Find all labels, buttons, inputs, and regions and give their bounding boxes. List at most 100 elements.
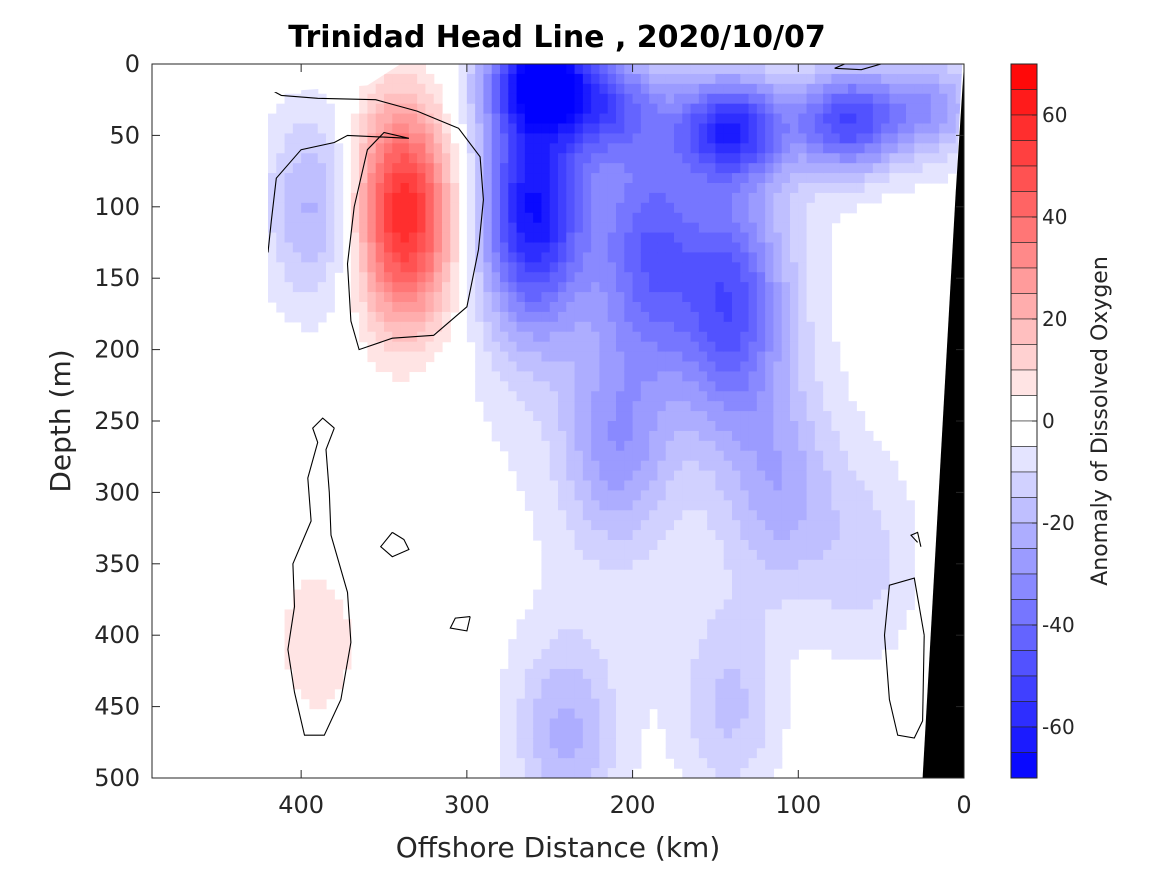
field-cell [814, 530, 824, 541]
field-cell [715, 302, 725, 313]
field-cell [549, 609, 559, 620]
field-cell [334, 202, 344, 214]
field-cell [839, 599, 849, 611]
field-cell [624, 242, 634, 254]
field-cell [665, 183, 675, 194]
field-cell [806, 252, 816, 263]
field-cell [599, 232, 609, 244]
field-cell [723, 530, 733, 541]
field-cell [558, 331, 567, 343]
field-cell [906, 569, 915, 581]
field-cell [384, 311, 393, 323]
field-cell [500, 678, 509, 690]
field-cell [814, 262, 824, 273]
field-cell [558, 609, 567, 620]
colorbar-swatch [1010, 650, 1038, 677]
field-cell [798, 411, 808, 422]
field-cell [566, 133, 576, 144]
field-cell [640, 282, 650, 293]
field-cell [723, 480, 733, 492]
field-cell [740, 440, 750, 452]
field-cell [732, 678, 741, 690]
field-cell [798, 222, 808, 234]
field-cell [765, 262, 775, 273]
field-cell [889, 73, 899, 85]
field-cell [773, 113, 783, 125]
field-cell [367, 133, 377, 144]
field-cell [690, 718, 700, 730]
field-cell [823, 123, 833, 135]
field-cell [649, 341, 659, 353]
field-cell [690, 242, 700, 254]
field-cell [732, 649, 741, 660]
field-cell [574, 183, 584, 194]
field-cell [740, 530, 750, 541]
field-cell [657, 500, 667, 511]
field-cell [607, 282, 617, 293]
field-cell [657, 252, 667, 263]
field-cell [922, 113, 932, 125]
field-cell [582, 64, 592, 75]
field-cell [790, 589, 799, 601]
field-cell [500, 371, 509, 382]
field-cell [392, 232, 402, 244]
field-cell [558, 311, 567, 323]
field-cell [292, 232, 302, 244]
field-cell [334, 252, 344, 263]
field-cell [508, 133, 518, 144]
field-cell [541, 589, 551, 601]
field-cell [690, 659, 700, 670]
field-cell [599, 282, 609, 293]
field-cell [599, 73, 609, 85]
field-cell [408, 103, 418, 115]
field-cell [748, 272, 758, 283]
zero-contour-lines [268, 64, 925, 739]
field-cell [549, 629, 559, 640]
field-cell [400, 302, 410, 313]
field-cell [781, 668, 791, 680]
field-cell [657, 510, 667, 521]
field-cell [458, 103, 468, 115]
field-cell [301, 688, 311, 700]
field-cell [839, 520, 849, 531]
field-cell [549, 321, 559, 333]
field-cell [649, 549, 659, 561]
field-cell [591, 331, 601, 343]
field-cell [640, 569, 650, 581]
field-cell [607, 559, 617, 571]
field-cell [607, 153, 617, 164]
field-cell [516, 430, 526, 442]
field-cell [326, 212, 335, 224]
field-cell [616, 480, 625, 492]
field-cell [773, 619, 783, 630]
field-cell [458, 93, 468, 105]
field-cell [533, 232, 543, 244]
field-cell [831, 460, 841, 472]
field-cell [690, 678, 700, 690]
field-cell [591, 64, 601, 75]
field-cell [408, 173, 418, 184]
field-cell [756, 480, 766, 492]
field-cell [839, 93, 849, 105]
field-cell [640, 73, 650, 85]
field-cell [549, 569, 559, 581]
field-cell [790, 321, 799, 333]
field-cell [930, 73, 940, 85]
field-cell [732, 480, 741, 492]
field-cell [491, 113, 501, 125]
field-cell [798, 321, 808, 333]
field-cell [549, 659, 559, 670]
field-cell [334, 232, 344, 244]
field-cell [475, 103, 485, 115]
field-cell [657, 64, 667, 75]
field-cell [657, 430, 667, 442]
field-cell [533, 133, 543, 144]
field-cell [541, 500, 551, 511]
field-cell [624, 668, 634, 680]
field-cell [947, 73, 957, 85]
field-cell [599, 222, 609, 234]
field-cell [599, 430, 609, 442]
field-cell [392, 351, 402, 363]
field-cell [665, 480, 675, 492]
